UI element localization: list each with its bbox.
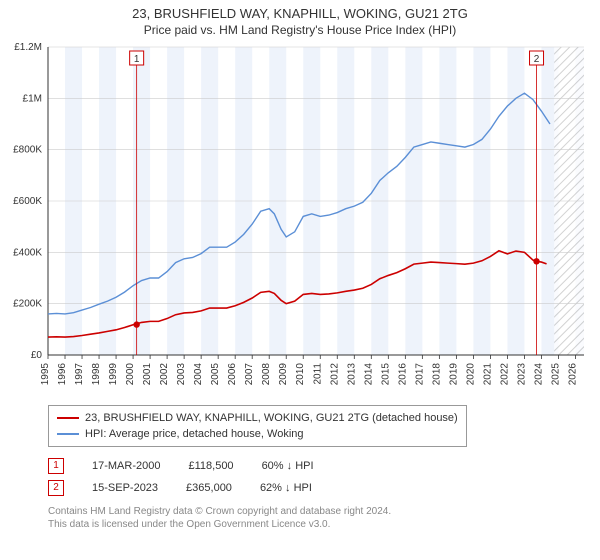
sale-price: £118,500 [188, 455, 233, 477]
svg-text:2011: 2011 [312, 363, 323, 385]
svg-text:£600K: £600K [13, 196, 42, 207]
legend: 23, BRUSHFIELD WAY, KNAPHILL, WOKING, GU… [48, 405, 467, 447]
svg-text:2013: 2013 [346, 363, 357, 386]
svg-text:2001: 2001 [142, 363, 153, 386]
svg-text:£0: £0 [31, 350, 43, 361]
plot-area: £0 £200K £400K £600K £800K £1M £1.2M 1995 1996 19… [0, 39, 600, 399]
legend-label: HPI: Average price, detached house, Woki… [85, 426, 304, 442]
svg-text:1997: 1997 [74, 363, 85, 386]
svg-text:2025: 2025 [550, 363, 561, 386]
footer: Contains HM Land Registry data © Crown c… [48, 505, 580, 531]
svg-text:2020: 2020 [465, 363, 476, 386]
sale-marker-badge: 1 [48, 458, 64, 474]
svg-text:2007: 2007 [244, 363, 255, 386]
chart-container: 23, BRUSHFIELD WAY, KNAPHILL, WOKING, GU… [0, 0, 600, 531]
svg-text:2002: 2002 [159, 363, 170, 386]
sale-date: 15-SEP-2023 [92, 477, 158, 499]
svg-text:2026: 2026 [567, 363, 578, 386]
svg-text:2008: 2008 [261, 363, 272, 386]
svg-text:£200K: £200K [13, 299, 42, 310]
svg-text:2023: 2023 [516, 363, 527, 386]
title-sub: Price paid vs. HM Land Registry's House … [8, 23, 592, 37]
sale-delta: 62% ↓ HPI [260, 477, 312, 499]
svg-text:2004: 2004 [193, 363, 204, 386]
legend-swatch [57, 417, 79, 419]
svg-text:2019: 2019 [448, 363, 459, 386]
title-main: 23, BRUSHFIELD WAY, KNAPHILL, WOKING, GU… [8, 6, 592, 21]
svg-text:2005: 2005 [210, 363, 221, 386]
svg-text:2021: 2021 [482, 363, 493, 386]
footer-line-2: This data is licensed under the Open Gov… [48, 518, 580, 531]
svg-text:£800K: £800K [13, 145, 42, 156]
sale-date: 17-MAR-2000 [92, 455, 160, 477]
svg-text:2012: 2012 [329, 363, 340, 386]
legend-row: HPI: Average price, detached house, Woki… [57, 426, 458, 442]
svg-text:£1M: £1M [23, 93, 42, 104]
footer-line-1: Contains HM Land Registry data © Crown c… [48, 505, 580, 518]
sale-marker-badge: 2 [48, 480, 64, 496]
chart-svg: £0 £200K £400K £600K £800K £1M £1.2M 1995 1996 19… [0, 39, 600, 399]
svg-text:2024: 2024 [533, 363, 544, 386]
svg-text:2017: 2017 [414, 363, 425, 386]
svg-text:£400K: £400K [13, 247, 42, 258]
svg-text:2014: 2014 [363, 363, 374, 386]
legend-label: 23, BRUSHFIELD WAY, KNAPHILL, WOKING, GU… [85, 410, 458, 426]
svg-text:2: 2 [534, 54, 540, 65]
sales-row: 1 17-MAR-2000 £118,500 60% ↓ HPI [48, 455, 580, 477]
svg-text:2009: 2009 [278, 363, 289, 386]
legend-swatch [57, 433, 79, 435]
sale-delta: 60% ↓ HPI [262, 455, 314, 477]
svg-text:1998: 1998 [91, 363, 102, 386]
svg-text:2016: 2016 [397, 363, 408, 386]
svg-text:2022: 2022 [499, 363, 510, 386]
legend-row: 23, BRUSHFIELD WAY, KNAPHILL, WOKING, GU… [57, 410, 458, 426]
svg-text:2003: 2003 [176, 363, 187, 386]
svg-text:2018: 2018 [431, 363, 442, 386]
svg-text:2010: 2010 [295, 363, 306, 386]
sale-price: £365,000 [186, 477, 232, 499]
sales-row: 2 15-SEP-2023 £365,000 62% ↓ HPI [48, 477, 580, 499]
chart-titles: 23, BRUSHFIELD WAY, KNAPHILL, WOKING, GU… [0, 0, 600, 39]
svg-text:1: 1 [134, 54, 140, 65]
svg-text:1996: 1996 [57, 363, 68, 386]
svg-text:2006: 2006 [227, 363, 238, 386]
svg-text:2000: 2000 [125, 363, 136, 386]
sales-table: 1 17-MAR-2000 £118,500 60% ↓ HPI 2 15-SEP-202… [48, 455, 580, 499]
svg-text:2015: 2015 [380, 363, 391, 386]
svg-text:£1.2M: £1.2M [14, 42, 42, 53]
svg-text:1995: 1995 [40, 363, 51, 386]
svg-text:1999: 1999 [108, 363, 119, 386]
